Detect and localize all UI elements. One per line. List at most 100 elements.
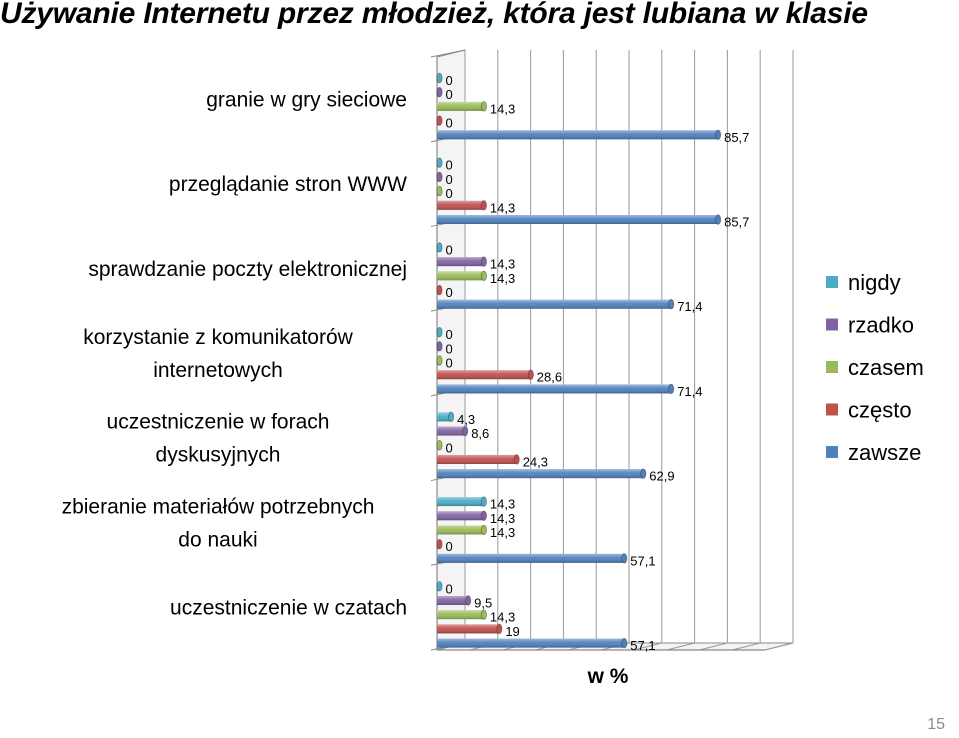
bar-zawsze-1 [437,214,722,225]
bar-często-0 [436,115,443,126]
value-label: 0 [446,158,453,173]
bar-cap [640,468,647,479]
value-label: 14,3 [490,200,515,215]
value-label: 57,1 [630,553,655,568]
value-label: 0 [446,285,453,300]
bar-cap [480,270,487,282]
bar-shade [437,384,672,394]
bar-rzadko-4 [437,425,469,437]
bar-shade [437,215,719,225]
bar-shade [437,638,625,648]
bar-cap [436,185,443,197]
bar-shade [437,497,484,507]
bar-shade [437,101,484,111]
bar-cap [436,341,443,352]
category-label: uczestniczenie w forach dyskusyjnych [107,411,330,467]
category-label: sprawdzanie poczty elektronicznej [88,258,407,281]
bar-shade [437,271,484,281]
bar-zawsze-4 [437,468,647,479]
legend-item-czasem: czasem [826,355,924,380]
bar-shade [437,412,452,422]
floor-gridline [666,642,695,651]
bar-cap [480,101,487,112]
value-label: 19 [505,624,519,639]
bar-rzadko-2 [437,256,487,267]
bar-czasem-6 [437,609,487,620]
bar-czasem-4 [436,440,443,451]
legend-swatch [826,276,838,288]
value-label: 0 [446,327,453,342]
value-label: 0 [446,73,453,88]
bar-zawsze-2 [437,299,675,310]
bar-cap [668,383,675,395]
legend-swatch [826,361,838,373]
gridlines [436,50,794,651]
page-number: 15 [927,716,945,733]
value-label: 14,3 [490,525,515,540]
value-label: 0 [446,116,453,131]
floor-gridline [633,642,662,651]
bar-nigdy-5 [437,496,487,507]
bar-cap [436,581,443,592]
value-label: 14,3 [490,497,515,512]
bar-cap [480,609,487,620]
legend-item-zawsze: zawsze [826,440,921,465]
bar-cap [496,623,503,635]
bar-cap [527,369,534,380]
value-label: 0 [446,341,453,356]
bar-nigdy-0 [436,72,443,84]
bar-nigdy-2 [436,242,443,253]
legend-item-rzadko: rzadko [826,313,914,338]
bar-czasem-5 [437,524,487,536]
bar-często-5 [436,538,443,550]
floor-gridline [732,642,761,651]
value-label: 0 [446,87,453,102]
bar-rzadko-0 [436,86,443,98]
value-label: 62,9 [649,469,674,484]
category-label: zbieranie materiałów potrzebnych do nauki [62,495,375,551]
bar-cap [436,355,443,366]
value-label: 0 [446,539,453,554]
category-label: korzystanie z komunikatorów internetowych [83,326,353,382]
value-label: 0 [446,172,453,187]
bar-shade [437,200,484,210]
value-label: 0 [446,242,453,257]
legend-label: często [848,398,912,423]
bar-cap [436,284,443,296]
bar-często-1 [437,200,487,211]
bar-często-3 [437,369,534,380]
category-labels: granie w gry sieciowe przeglądanie stron … [62,88,408,619]
bar-cap [436,538,443,550]
bar-shade [437,130,719,140]
bar-zawsze-5 [437,553,628,564]
value-label: 14,3 [490,511,515,526]
category-label: granie w gry sieciowe [206,88,407,111]
value-label: 14,3 [490,101,515,116]
bar-cap [436,157,443,168]
value-label: 85,7 [724,215,749,230]
legend-item-często: często [826,398,912,423]
value-label: 24,3 [523,454,548,469]
value-label: 14,3 [490,257,515,272]
value-label: 14,3 [490,271,515,286]
bar-cap [621,637,628,649]
bar-shade [437,511,484,521]
value-label: 0 [446,356,453,371]
bar-shade [437,610,484,620]
bar-shade [437,469,644,479]
bar-zawsze-3 [437,383,675,395]
value-label: 8,6 [471,426,489,441]
bar-shade [437,426,466,436]
category-tick [430,49,466,58]
legend-swatch [826,318,838,331]
legend-label: czasem [848,355,924,380]
value-label: 0 [446,440,453,455]
bar-czasem-2 [437,270,487,282]
legend: nigdy rzadko czasem często zawsze [826,270,924,465]
value-label: 9,5 [474,595,492,610]
bar-shade [437,454,517,464]
bar-często-6 [437,623,503,635]
bar-cap [480,510,487,521]
bar-shade [437,525,484,535]
